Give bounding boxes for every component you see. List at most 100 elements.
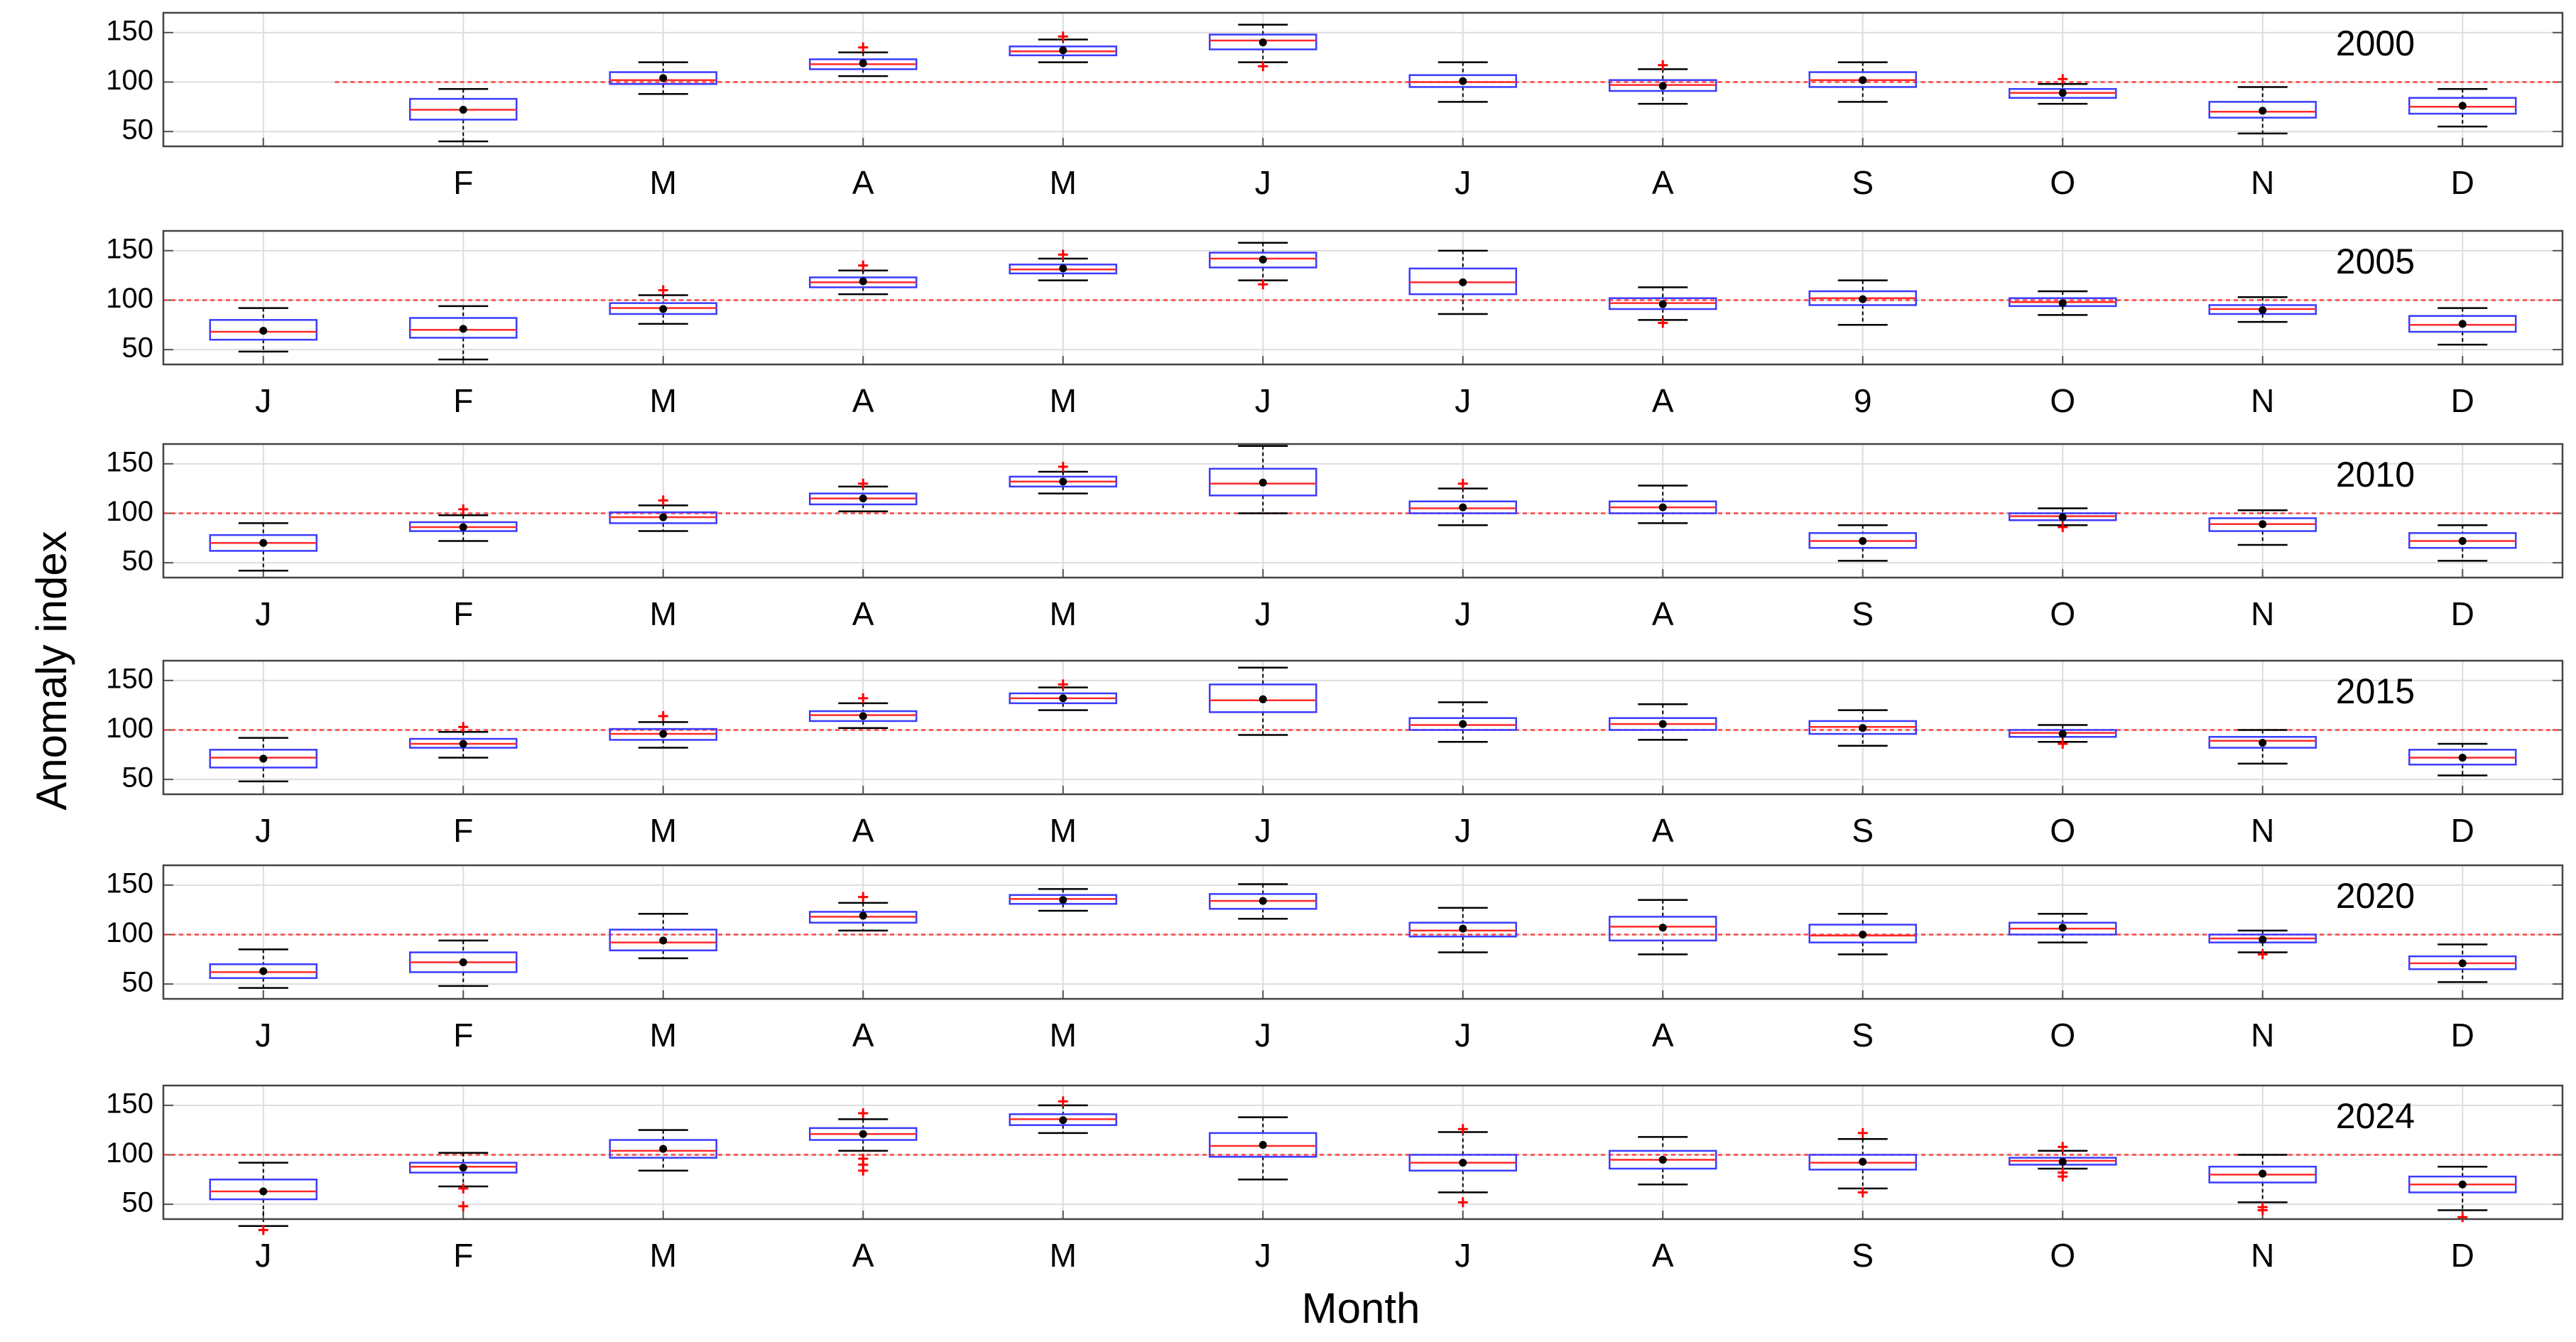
month-box (2009, 1142, 2117, 1182)
month-box (1408, 61, 1517, 103)
iqr-box (209, 319, 317, 341)
mean-point (1259, 38, 1267, 47)
mean-point (1658, 924, 1667, 932)
outlier-marker (2457, 1212, 2468, 1223)
y-tick-label: 50 (122, 762, 154, 794)
mean-point (2259, 935, 2267, 943)
month-box (209, 948, 317, 989)
mean-point (2058, 1157, 2067, 1166)
month-label: D (2451, 382, 2474, 419)
month-box (1609, 899, 1717, 956)
outlier-marker (1857, 1127, 1868, 1138)
mean-point (1059, 1116, 1067, 1125)
iqr-box (809, 710, 918, 723)
outlier-marker (1658, 318, 1668, 328)
month-label: J (1255, 382, 1271, 419)
mean-point (1859, 76, 1867, 85)
mean-point (859, 1130, 867, 1138)
month-box (409, 504, 518, 542)
month-label: J (1255, 164, 1271, 201)
month-box (1408, 907, 1517, 953)
month-label: A (852, 1237, 874, 1274)
outlier-marker (1058, 1096, 1068, 1107)
y-tick-label: 50 (122, 114, 154, 146)
mean-point (1459, 1159, 1467, 1167)
outlier-marker (1658, 60, 1668, 70)
iqr-box (209, 963, 317, 980)
outlier-marker (658, 285, 668, 296)
month-box (1408, 1124, 1517, 1208)
month-label: S (1852, 1237, 1874, 1274)
mean-point (2058, 730, 2067, 738)
month-box (1808, 912, 1917, 956)
outlier-marker (258, 1225, 268, 1235)
plot-frame (162, 443, 2564, 579)
month-label: J (1455, 595, 1471, 632)
month-label: O (2050, 812, 2075, 849)
month-box (1009, 888, 1117, 912)
mean-point (459, 325, 467, 333)
month-label: S (1852, 595, 1874, 632)
mean-point (1459, 503, 1467, 512)
iqr-box (209, 749, 317, 769)
month-label: F (453, 1237, 473, 1274)
mean-point (459, 1164, 467, 1172)
month-box (1209, 23, 1317, 72)
month-box (2408, 524, 2517, 562)
mean-point (1059, 896, 1067, 904)
y-tick-label: 150 (106, 663, 153, 694)
y-tick-label: 150 (106, 1088, 153, 1119)
mean-point (1859, 724, 1867, 732)
panel-2015: 50 100 150 J F M A M J J A S O N D 2015 (106, 659, 2564, 849)
month-label: J (1455, 1017, 1471, 1054)
month-box (209, 307, 317, 353)
month-label: M (650, 382, 677, 419)
y-tick-label: 150 (106, 867, 153, 899)
month-box (809, 1108, 918, 1176)
plot-frame (162, 864, 2564, 1000)
month-box (1009, 249, 1117, 281)
month-box (1009, 1096, 1117, 1135)
month-box (609, 285, 717, 325)
month-label: A (852, 595, 874, 632)
month-label: J (1255, 595, 1271, 632)
mean-point (1259, 897, 1267, 905)
plot-area (163, 1086, 2563, 1219)
month-box (1808, 1127, 1917, 1198)
month-label: J (1455, 164, 1471, 201)
month-box (409, 1152, 518, 1211)
month-label: A (1652, 812, 1674, 849)
y-tick-label: 100 (106, 496, 153, 527)
mean-point (2058, 513, 2067, 521)
outlier-marker (1258, 61, 1268, 72)
month-label: N (2251, 1017, 2274, 1054)
mean-point (2058, 89, 2067, 97)
mean-point (2259, 520, 2267, 529)
mean-point (1059, 477, 1067, 486)
mean-point (659, 730, 668, 738)
month-box (1209, 445, 1317, 514)
mean-point (1459, 278, 1467, 286)
iqr-box (1408, 267, 1517, 296)
mean-point (259, 967, 268, 975)
month-label: J (255, 1237, 271, 1274)
iqr-box (2208, 735, 2317, 749)
month-label: 9 (1854, 382, 1872, 419)
month-label: D (2451, 812, 2474, 849)
iqr-box (1408, 74, 1517, 88)
month-box (2208, 1154, 2317, 1216)
x-axis-label: Month (1302, 1284, 1420, 1332)
iqr-box (2408, 97, 2517, 115)
month-label: M (1050, 1237, 1077, 1274)
month-box (1009, 462, 1117, 494)
mean-point (459, 523, 467, 531)
month-label: O (2050, 595, 2075, 632)
year-label: 2010 (2336, 455, 2415, 494)
month-label: O (2050, 1237, 2075, 1274)
month-box (2208, 929, 2317, 960)
plot-frame (162, 11, 2564, 148)
month-box (209, 522, 317, 572)
month-box (809, 42, 918, 77)
month-box (2009, 507, 2117, 532)
